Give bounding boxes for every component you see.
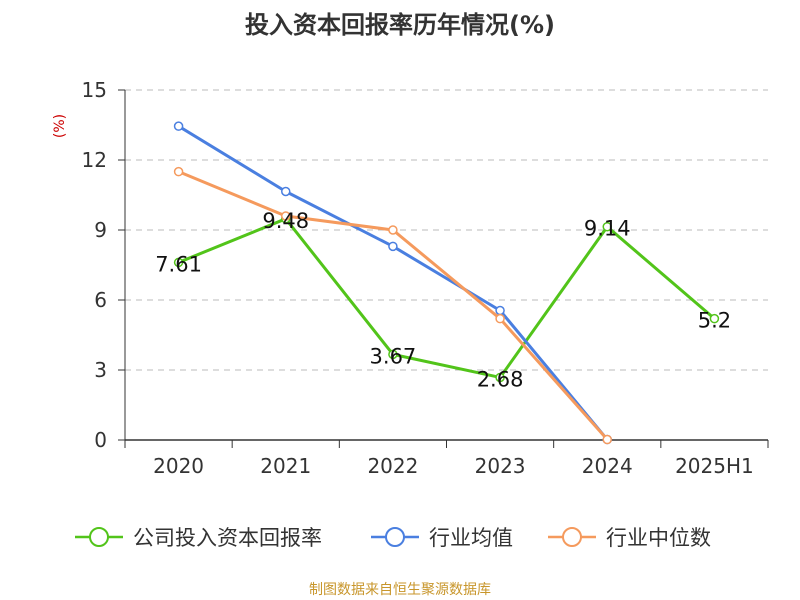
data-label: 9.14 [584,217,631,241]
data-point-0 [388,349,398,360]
legend-label: 行业均值 [429,526,513,550]
series-line-2 [178,170,609,441]
source-note: 制图数据来自恒生聚源数据库 [309,582,491,598]
data-label: 2.68 [477,367,524,391]
data-point-2 [388,225,398,235]
data-point-2 [495,313,505,324]
data-point-0 [495,372,505,383]
x-tick-label: 2021 [260,454,311,478]
y-tick-label: 3 [94,358,107,382]
data-point-0 [709,313,720,324]
data-point-2 [602,434,612,445]
series-line-0 [178,217,716,379]
x-tick-label: 2024 [582,454,633,478]
data-point-0 [602,221,612,232]
y-tick-label: 15 [82,78,107,102]
x-tick-label: 2020 [153,454,204,478]
legend-label: 行业中位数 [606,526,711,550]
legend-swatch-marker [385,527,405,547]
x-tick-label: 2023 [475,454,526,478]
x-tick-label: 2022 [367,454,418,478]
data-point-2 [281,211,291,221]
data-point-1 [173,121,184,131]
data-point-2 [173,166,184,177]
data-point-1 [388,241,398,252]
chart-title: 投入资本回报率历年情况(%) [245,11,555,39]
legend-label: 公司投入资本回报率 [133,526,322,550]
axes: 0 3 6 9 12 15 2020 2021 2022 2023 2024 2025H1 [82,78,769,478]
y-tick-label: 6 [94,288,107,312]
x-tick-label: 2025H1 [675,454,754,478]
data-label: 3.67 [370,344,417,368]
y-axis-label: (%) [52,114,68,138]
legend: 公司投入资本回报率 行业均值 行业中位数 [75,526,711,550]
series-line-1 [177,124,609,441]
data-point-0 [173,257,184,268]
data-label: 5.2 [698,309,731,333]
data-label: 7.61 [155,252,202,276]
data-label: 9.48 [262,209,309,233]
gridlines [125,89,768,371]
y-tick-label: 9 [94,218,107,242]
data-labels: 7.61 9.48 3.67 2.68 9.14 5.2 [155,209,731,392]
data-point-1 [495,305,505,316]
legend-swatch-marker [562,527,582,547]
legend-swatch-marker [89,527,109,547]
data-point-1 [281,186,291,197]
y-tick-label: 12 [82,148,107,172]
series-lines [173,121,720,445]
y-tick-label: 0 [94,428,107,452]
